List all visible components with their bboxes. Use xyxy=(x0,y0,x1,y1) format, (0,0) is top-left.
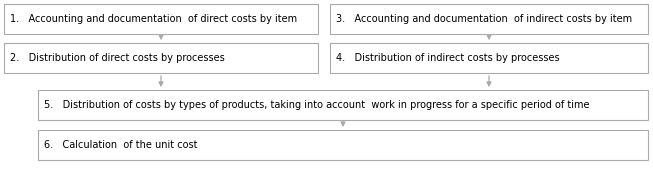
Bar xyxy=(38,130,648,160)
Bar xyxy=(38,90,648,120)
Text: 3.   Accounting and documentation  of indirect costs by item: 3. Accounting and documentation of indir… xyxy=(336,14,632,24)
Bar xyxy=(4,43,318,73)
Bar xyxy=(330,43,648,73)
Text: 1.   Accounting and documentation  of direct costs by item: 1. Accounting and documentation of direc… xyxy=(10,14,297,24)
Text: 6.   Calculation  of the unit cost: 6. Calculation of the unit cost xyxy=(44,140,197,150)
Bar xyxy=(330,4,648,34)
Text: 2.   Distribution of direct costs by processes: 2. Distribution of direct costs by proce… xyxy=(10,53,225,63)
Bar xyxy=(4,4,318,34)
Text: 5.   Distribution of costs by types of products, taking into account  work in pr: 5. Distribution of costs by types of pro… xyxy=(44,100,590,110)
Text: 4.   Distribution of indirect costs by processes: 4. Distribution of indirect costs by pro… xyxy=(336,53,560,63)
